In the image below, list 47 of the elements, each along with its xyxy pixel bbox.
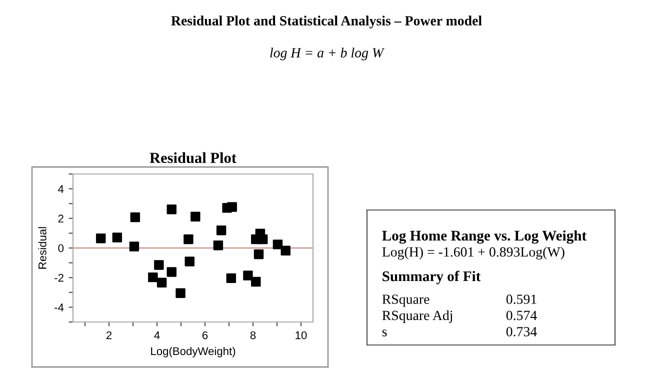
y-tick-label: -2 [54, 274, 64, 282]
point [258, 234, 268, 244]
point [184, 234, 194, 244]
text: Residual Plot and Statistical Analysis – Power model [171, 16, 482, 28]
y-tick-label: 4 [58, 185, 64, 193]
chart-title: Residual Plot [150, 152, 236, 164]
point [112, 232, 122, 242]
text: 0.591 [506, 294, 536, 304]
point [227, 202, 237, 212]
text: Log Home Range vs. Log Weight [382, 230, 587, 244]
point [190, 212, 200, 222]
point [148, 272, 158, 282]
text: 0.734 [506, 326, 537, 336]
point [96, 234, 106, 244]
point [272, 240, 283, 250]
text: RSquare Adj [382, 310, 452, 323]
x-tick-label: 6 [202, 331, 208, 340]
y-tick-label: 0 [58, 244, 64, 252]
point [166, 204, 176, 214]
point [156, 278, 167, 288]
point [213, 240, 224, 250]
point [184, 256, 194, 266]
point [280, 246, 290, 256]
text: Summary of Fit [382, 270, 481, 284]
text: log H = a + b log W [270, 48, 385, 60]
point [129, 242, 140, 252]
point [130, 212, 140, 222]
y-tick-label: 2 [58, 214, 64, 222]
x-tick-label: 10 [296, 331, 307, 340]
point [154, 260, 164, 270]
text: RSquare [382, 294, 430, 307]
point [216, 226, 226, 236]
text: 0.574 [506, 310, 537, 320]
point [176, 288, 186, 298]
text: s [382, 330, 387, 336]
point [166, 267, 176, 277]
y-tick-label: -4 [54, 304, 64, 312]
point [243, 270, 253, 280]
x-tick-label: 2 [106, 331, 112, 340]
text: Log(H) = -1.601 + 0.893Log(W) [382, 246, 564, 260]
x-tick-label: 8 [250, 331, 256, 340]
x-tick-label: 4 [154, 331, 160, 340]
point [251, 276, 261, 287]
x-axis-title: Log(BodyWeight) [151, 346, 236, 358]
point [226, 273, 236, 284]
point [254, 249, 264, 260]
y-axis-title: Residual [38, 227, 46, 269]
